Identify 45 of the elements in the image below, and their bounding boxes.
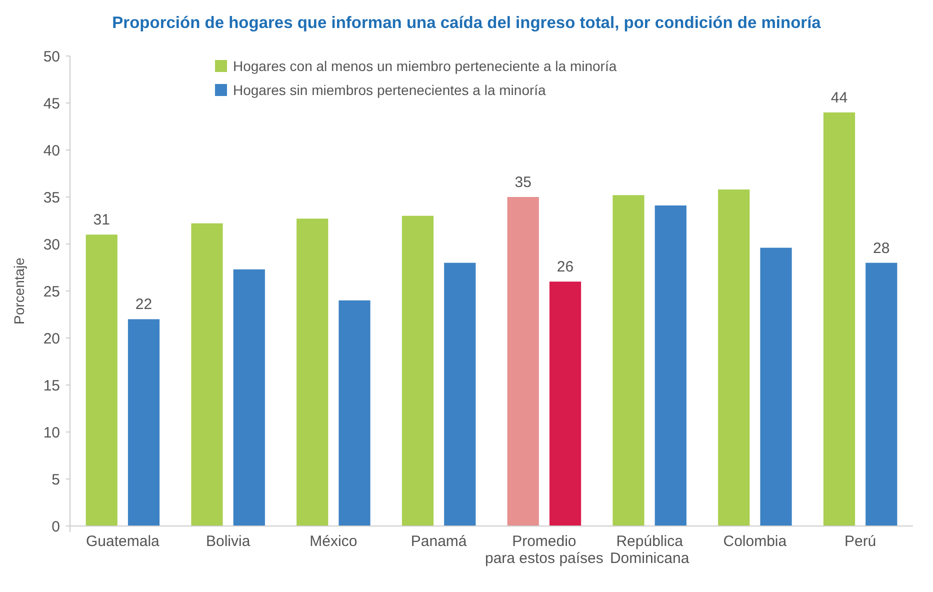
bar bbox=[338, 300, 370, 526]
data-label: 28 bbox=[873, 240, 890, 257]
data-label: 22 bbox=[135, 296, 152, 314]
data-label: 31 bbox=[93, 212, 110, 229]
y-tick-label: 40 bbox=[43, 142, 60, 160]
x-tick-label: República Dominicana bbox=[610, 533, 690, 567]
x-tick-label: Promedio para estos países bbox=[484, 533, 604, 567]
bar bbox=[296, 218, 328, 526]
x-tick-label: Guatemala bbox=[86, 533, 160, 550]
x-tick-label: Perú bbox=[844, 533, 876, 550]
bar bbox=[402, 216, 434, 526]
bar bbox=[549, 282, 582, 526]
y-tick-label: 20 bbox=[43, 330, 60, 348]
bar bbox=[444, 262, 476, 526]
y-tick-label: 30 bbox=[43, 236, 60, 254]
y-axis-title: Porcentaje bbox=[11, 257, 27, 324]
bar bbox=[654, 205, 686, 526]
bar bbox=[507, 197, 539, 526]
y-tick-label: 50 bbox=[43, 48, 60, 66]
legend-label: Hogares sin miembros pertenecientes a la minoría bbox=[233, 82, 546, 98]
bar bbox=[760, 248, 792, 526]
data-label: 26 bbox=[556, 258, 574, 276]
chart-title: Proporción de hogares que informan una caída del ingreso total, por condición de minoría bbox=[112, 14, 822, 32]
y-tick-label: 0 bbox=[52, 518, 60, 536]
x-tick-label: Panamá bbox=[410, 533, 468, 550]
bar bbox=[612, 195, 644, 526]
bar bbox=[718, 189, 750, 526]
bar bbox=[128, 319, 160, 526]
y-tick-label: 25 bbox=[43, 283, 60, 300]
bar bbox=[823, 112, 856, 526]
y-tick-label: 35 bbox=[43, 189, 60, 206]
bar bbox=[866, 262, 898, 526]
data-label: 44 bbox=[830, 89, 848, 106]
x-tick-label: Bolivia bbox=[206, 533, 251, 550]
y-tick-label: 45 bbox=[43, 95, 60, 112]
legend-label: Hogares con al menos un miembro perteneciente a la minoría bbox=[233, 58, 617, 74]
y-tick-label: 15 bbox=[43, 377, 60, 394]
bar bbox=[86, 234, 118, 526]
x-tick-label: Colombia bbox=[723, 533, 788, 550]
y-tick-label: 10 bbox=[43, 424, 60, 442]
bar bbox=[191, 223, 223, 526]
data-label: 35 bbox=[514, 174, 532, 191]
x-tick-label: México bbox=[310, 533, 358, 550]
bar bbox=[233, 269, 265, 526]
y-tick-label: 5 bbox=[52, 471, 60, 488]
